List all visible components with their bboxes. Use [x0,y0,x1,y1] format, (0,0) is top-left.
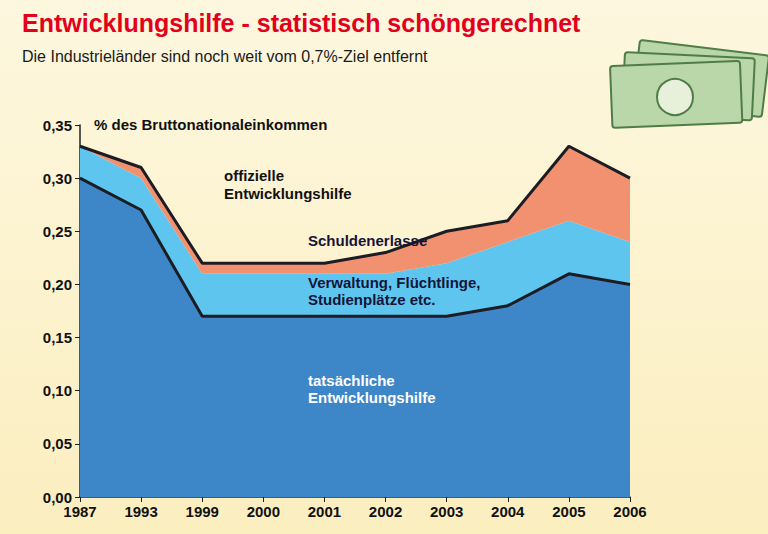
svg-text:0,35: 0,35 [43,117,72,134]
svg-text:tatsächliche: tatsächliche [308,372,395,389]
svg-text:2004: 2004 [491,503,525,520]
svg-text:1993: 1993 [124,503,157,520]
svg-text:Die Industrieländer sind noch: Die Industrieländer sind noch weit vom 0… [22,48,428,65]
svg-text:2006: 2006 [613,503,646,520]
svg-text:2002: 2002 [369,503,402,520]
svg-text:0,15: 0,15 [43,329,72,346]
svg-text:2000: 2000 [247,503,280,520]
svg-text:0,25: 0,25 [43,223,72,240]
svg-text:offizielle: offizielle [224,167,284,184]
svg-text:2005: 2005 [552,503,585,520]
svg-text:Entwicklungshilfe: Entwicklungshilfe [308,389,436,406]
svg-text:Entwicklungshilfe: Entwicklungshilfe [224,185,352,202]
svg-text:Entwicklungshilfe - statistisc: Entwicklungshilfe - statistisch schönger… [22,9,581,37]
svg-text:Verwaltung, Flüchtlinge,: Verwaltung, Flüchtlinge, [308,274,481,291]
svg-text:1999: 1999 [186,503,219,520]
svg-text:0,10: 0,10 [43,382,72,399]
svg-text:2001: 2001 [308,503,341,520]
svg-text:% des Bruttonationaleinkommen: % des Bruttonationaleinkommen [94,116,327,133]
svg-text:0,20: 0,20 [43,276,72,293]
svg-text:0,30: 0,30 [43,170,72,187]
svg-text:1987: 1987 [63,503,96,520]
svg-text:Schuldenerlasse: Schuldenerlasse [308,232,427,249]
svg-text:0,05: 0,05 [43,435,72,452]
svg-text:Studienplätze etc.: Studienplätze etc. [308,291,436,308]
svg-text:0,00: 0,00 [42,488,72,506]
svg-text:2003: 2003 [430,503,463,520]
